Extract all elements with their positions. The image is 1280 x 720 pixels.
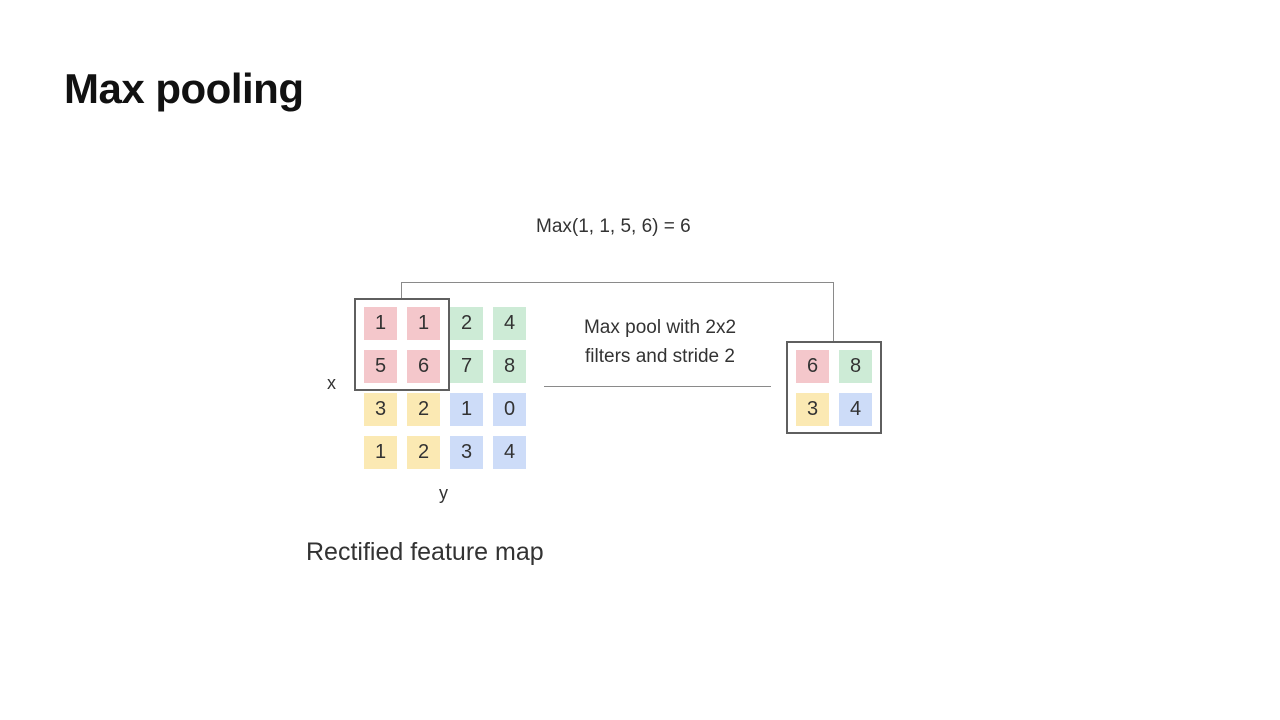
- feature-cell-r2-c1: 2: [407, 393, 440, 426]
- feature-cell-r0-c0: 1: [364, 307, 397, 340]
- feature-cell-r3-c0: 1: [364, 436, 397, 469]
- feature-map-grid: 1 1 2 4 5 6 7 8 3 2 1 0 1 2 3 4: [364, 307, 527, 469]
- pooled-output-frame: [786, 341, 882, 434]
- connector-top-line: [401, 282, 834, 283]
- pooled-output-grid: 6 8 3 4: [796, 350, 873, 426]
- feature-cell-r3-c2: 3: [450, 436, 483, 469]
- feature-cell-r1-c1: 6: [407, 350, 440, 383]
- feature-cell-r3-c1: 2: [407, 436, 440, 469]
- pooled-cell-r0-c0: 6: [796, 350, 829, 383]
- pool-operation-label: Max pool with 2x2 filters and stride 2: [560, 313, 760, 371]
- y-axis-label: y: [439, 483, 448, 503]
- pool-label-line-2: filters and stride 2: [585, 346, 735, 367]
- pool-arrow-line: [544, 386, 771, 387]
- pool-label-line-1: Max pool with 2x2: [583, 317, 737, 338]
- feature-cell-r3-c3: 4: [493, 436, 526, 469]
- feature-cell-r0-c2: 2: [450, 307, 483, 340]
- pooled-cell-r0-c1: 8: [839, 350, 872, 383]
- feature-cell-r0-c1: 1: [407, 307, 440, 340]
- feature-cell-r2-c3: 0: [493, 393, 526, 426]
- connector-left-line: [401, 282, 402, 300]
- feature-cell-r1-c0: 5: [364, 350, 397, 383]
- pooled-cell-r1-c1: 4: [839, 393, 872, 426]
- x-axis-label: x: [327, 373, 336, 393]
- feature-cell-r0-c3: 4: [493, 307, 526, 340]
- connector-right-line: [833, 282, 834, 343]
- feature-cell-r1-c2: 7: [450, 350, 483, 383]
- slide-title: Max pooling: [64, 65, 304, 112]
- pooling-window-frame: [354, 298, 450, 391]
- max-formula: Max(1, 1, 5, 6) = 6: [536, 216, 691, 237]
- pooled-cell-r1-c0: 3: [796, 393, 829, 426]
- feature-cell-r2-c0: 3: [364, 393, 397, 426]
- feature-cell-r1-c3: 8: [493, 350, 526, 383]
- feature-map-caption: Rectified feature map: [306, 538, 544, 566]
- feature-cell-r2-c2: 1: [450, 393, 483, 426]
